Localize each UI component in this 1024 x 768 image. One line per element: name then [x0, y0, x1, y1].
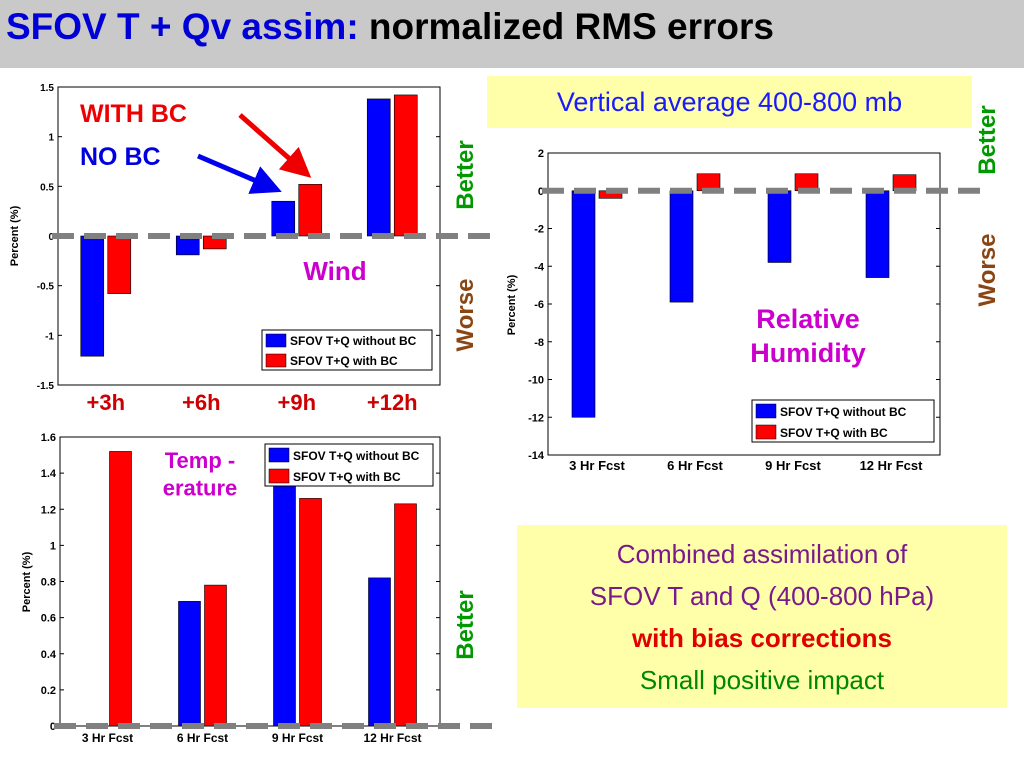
chart1-ytick-label: -10 — [528, 375, 544, 387]
with-bc-arrow — [238, 113, 312, 178]
chart2-legend — [264, 443, 434, 487]
chart1-label: Relative Humidity — [750, 304, 866, 368]
chart0-category-label: +12h — [367, 390, 418, 415]
chart0-category-label: +9h — [277, 390, 316, 415]
chart0-legend-swatch — [265, 333, 287, 348]
chart1-category-label: 12 Hr Fcst — [860, 458, 924, 473]
chart1-legend-entry: SFOV T+Q with BC — [780, 426, 888, 440]
chart2-ytick-label: 1.4 — [41, 468, 57, 480]
chart2-bar-with-bc — [204, 584, 227, 727]
chart1-category-label: 9 Hr Fcst — [765, 458, 821, 473]
chart2-bar-without-bc — [178, 601, 201, 727]
chart1-legend — [751, 399, 935, 443]
chart1-category-label: 3 Hr Fcst — [569, 458, 625, 473]
chart0-bar-without-bc — [271, 200, 296, 237]
chart2-bar-with-bc — [109, 451, 132, 727]
chart1-bar-without-bc — [767, 190, 792, 263]
chart0-ytick-label: -1.5 — [37, 381, 55, 392]
chart2-bar-with-bc — [299, 498, 322, 727]
chart2-legend-entry: SFOV T+Q without BC — [293, 449, 420, 463]
chart2-category-label: 3 Hr Fcst — [82, 731, 133, 745]
chart0-legend-entry: SFOV T+Q with BC — [290, 354, 398, 368]
chart1-ylabel: Percent (%) — [506, 274, 518, 335]
chart2-legend-entry: SFOV T+Q with BC — [293, 470, 401, 484]
summary-line-3: with bias corrections — [631, 623, 893, 653]
chart2-category-label: 9 Hr Fcst — [272, 731, 323, 745]
chart1-legend-swatch — [755, 403, 777, 419]
chart2-bar-without-bc — [273, 465, 296, 727]
chart2-bar-with-bc — [394, 503, 417, 727]
chart2-ytick-label: 0.2 — [41, 685, 56, 697]
chart0-ytick-label: 1.5 — [40, 83, 54, 94]
chart1-bar-without-bc — [571, 190, 596, 418]
chart2-label: Temp -erature — [163, 448, 238, 501]
chart1-ytick-label: 2 — [538, 148, 544, 160]
chart1-bar-without-bc — [669, 190, 694, 303]
chart2-ytick-label: 1.2 — [41, 504, 56, 516]
chart1-ytick-label: -12 — [528, 412, 544, 424]
chart0-category-label: +3h — [86, 390, 125, 415]
chart1-ytick-label: -14 — [528, 450, 545, 462]
summary-line-4: Small positive impact — [639, 665, 885, 695]
chart0-ytick-label: 0.5 — [40, 182, 54, 193]
no-bc-arrow — [197, 153, 282, 194]
chart0-bar-with-bc — [393, 94, 418, 237]
chart0-bar-with-bc — [107, 235, 132, 294]
chart2-bar-without-bc — [368, 577, 391, 727]
chart2-ylabel: Percent (%) — [21, 551, 33, 612]
combined-summary-box: Combined assimilation of SFOV T and Q (4… — [517, 525, 1007, 708]
chart0-ytick-label: -0.5 — [37, 282, 55, 293]
chart0-ytick-label: 0 — [48, 232, 54, 243]
chart2-ytick-label: 1 — [50, 540, 56, 552]
slide-title: SFOV T + Qv assim: normalized RMS errors — [6, 6, 774, 48]
chart0-legend-entry: SFOV T+Q without BC — [290, 334, 417, 348]
chart2-ytick-label: 0.8 — [41, 577, 56, 589]
chart0-ytick-label: 1 — [48, 133, 54, 144]
chart1-category-label: 6 Hr Fcst — [667, 458, 723, 473]
chart2-ytick-label: 0.4 — [41, 649, 57, 661]
chart0-bar-without-bc — [366, 98, 391, 237]
title-part2: normalized RMS errors — [358, 6, 774, 47]
vertical-average-box: Vertical average 400-800 mb — [487, 76, 972, 128]
chart1-bar-without-bc — [865, 190, 890, 278]
chart2-legend-swatch — [268, 447, 290, 463]
chart2-category-label: 12 Hr Fcst — [363, 731, 421, 745]
chart0-bar-with-bc — [298, 184, 323, 237]
chart0-ylabel: Percent (%) — [9, 205, 21, 266]
chart2-legend-swatch — [268, 468, 290, 484]
chart1-ytick-label: -8 — [534, 337, 544, 349]
title-part1: SFOV T + Qv assim: — [6, 6, 359, 47]
chart1-ytick-label: -2 — [534, 224, 544, 236]
chart0-bar-without-bc — [80, 235, 105, 357]
chart1-ytick-label: -4 — [534, 261, 545, 273]
chart2-ytick-label: 0.6 — [41, 613, 56, 625]
chart0-ytick-label: -1 — [45, 331, 54, 342]
chart2-ytick-label: 0 — [50, 721, 56, 733]
no-bc-annotation: NO BC — [80, 143, 161, 171]
chart0-label: Wind — [303, 256, 366, 286]
chart0-legend-swatch — [265, 353, 287, 368]
chart1-ytick-label: -6 — [534, 299, 544, 311]
title-bar: SFOV T + Qv assim: normalized RMS errors — [0, 0, 1024, 68]
chart2-category-label: 6 Hr Fcst — [177, 731, 228, 745]
chart2-ytick-label: 1.6 — [41, 432, 56, 444]
chart1-legend-swatch — [755, 424, 777, 440]
chart0-category-label: +6h — [182, 390, 221, 415]
with-bc-annotation: WITH BC — [80, 100, 187, 128]
summary-line-2: SFOV T and Q (400-800 hPa) — [589, 581, 935, 611]
chart0-legend — [261, 329, 433, 371]
chart1-legend-entry: SFOV T+Q without BC — [780, 405, 907, 419]
summary-line-1: Combined assimilation of — [616, 539, 908, 569]
chart1-ytick-label: 0 — [538, 186, 544, 198]
